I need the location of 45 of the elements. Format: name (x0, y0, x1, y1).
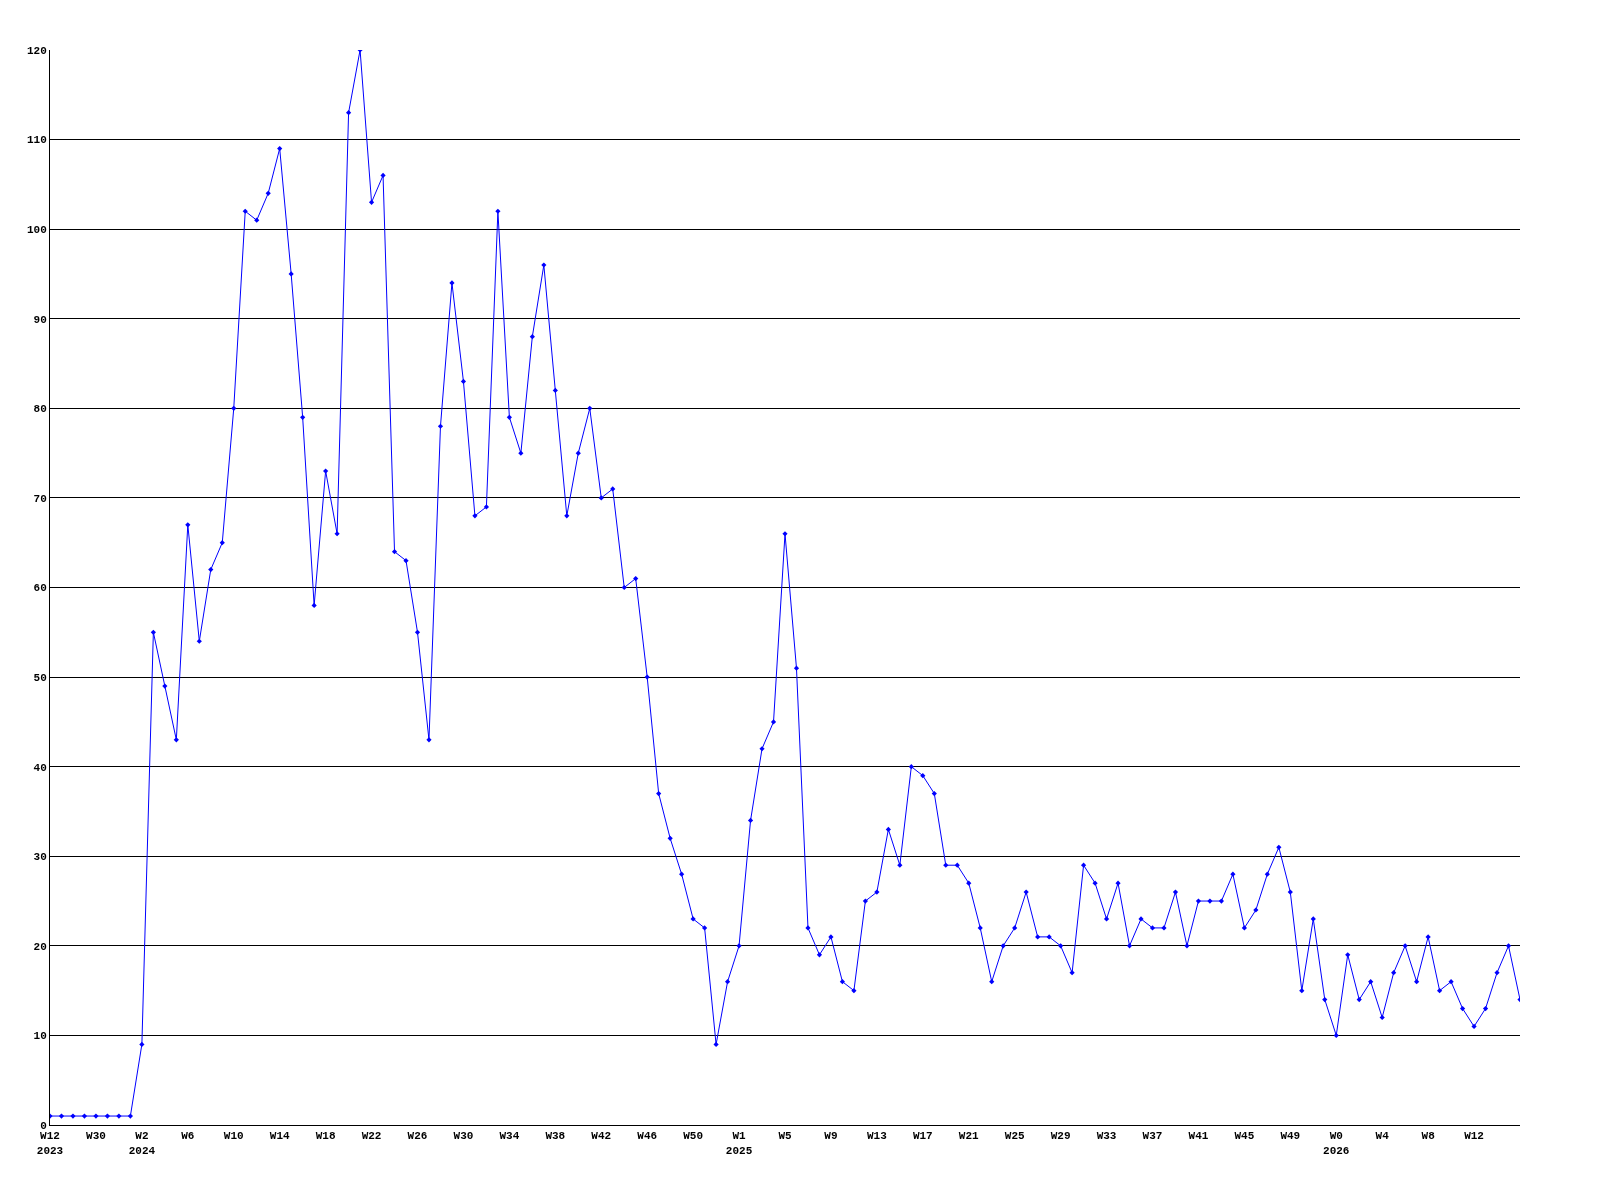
x-tick-label: W4 (1375, 1130, 1390, 1143)
x-tick-label: W17 (912, 1130, 933, 1143)
x-tick-label: W0 2026 (1323, 1130, 1350, 1157)
x-tick-label: W9 (824, 1130, 838, 1143)
x-tick-label: W6 (181, 1130, 195, 1143)
y-tick-label: 100 (26, 224, 47, 237)
x-tick-label: W25 (1004, 1130, 1025, 1143)
y-tick-label: 0 (40, 1119, 47, 1132)
x-tick-label: W22 (361, 1130, 382, 1143)
x-tick-label: W42 (591, 1130, 612, 1143)
x-tick-label: W33 (1096, 1130, 1117, 1143)
x-tick-label: W34 (499, 1130, 520, 1143)
y-tick-label: 90 (33, 313, 47, 326)
x-tick-label: W1 2025 (725, 1130, 753, 1157)
x-tick-label: W41 (1188, 1130, 1209, 1143)
y-tick-label: 50 (33, 671, 47, 684)
x-tick-label: W30 (86, 1130, 106, 1143)
x-tick-label: W26 (407, 1130, 428, 1143)
x-tick-label: W21 (958, 1130, 980, 1143)
x-tick-label: W2 2024 (128, 1130, 156, 1157)
x-tick-label: W29 (1050, 1130, 1071, 1143)
x-tick-label: W30 (453, 1130, 474, 1143)
x-tick-label: W14 (269, 1130, 290, 1143)
y-tick-label: 60 (33, 582, 47, 595)
x-tick-label: W18 (315, 1130, 336, 1143)
y-tick-label: 120 (26, 44, 47, 57)
y-tick-label: 20 (33, 940, 47, 953)
x-tick-label: W5 (778, 1130, 792, 1143)
x-tick-label: W46 (637, 1130, 658, 1143)
x-tick-label: W45 (1234, 1130, 1255, 1143)
x-tick-label: W38 (545, 1130, 566, 1143)
y-tick-label: 10 (33, 1030, 47, 1043)
x-tick-label: W50 (683, 1130, 704, 1143)
x-tick-label: W12 2023 (36, 1130, 64, 1157)
x-tick-label: W12 (1464, 1130, 1484, 1143)
y-tick-label: 110 (26, 134, 47, 147)
y-tick-label: 80 (33, 403, 47, 416)
y-tick-label: 70 (33, 492, 47, 505)
x-tick-label: W49 (1280, 1130, 1301, 1143)
x-tick-label: W13 (866, 1130, 888, 1143)
y-tick-label: 40 (33, 761, 47, 774)
x-tick-label: W10 (223, 1130, 244, 1143)
x-tick-label: W37 (1142, 1130, 1163, 1143)
y-tick-label: 30 (33, 851, 47, 864)
x-tick-label: W8 (1421, 1130, 1436, 1143)
